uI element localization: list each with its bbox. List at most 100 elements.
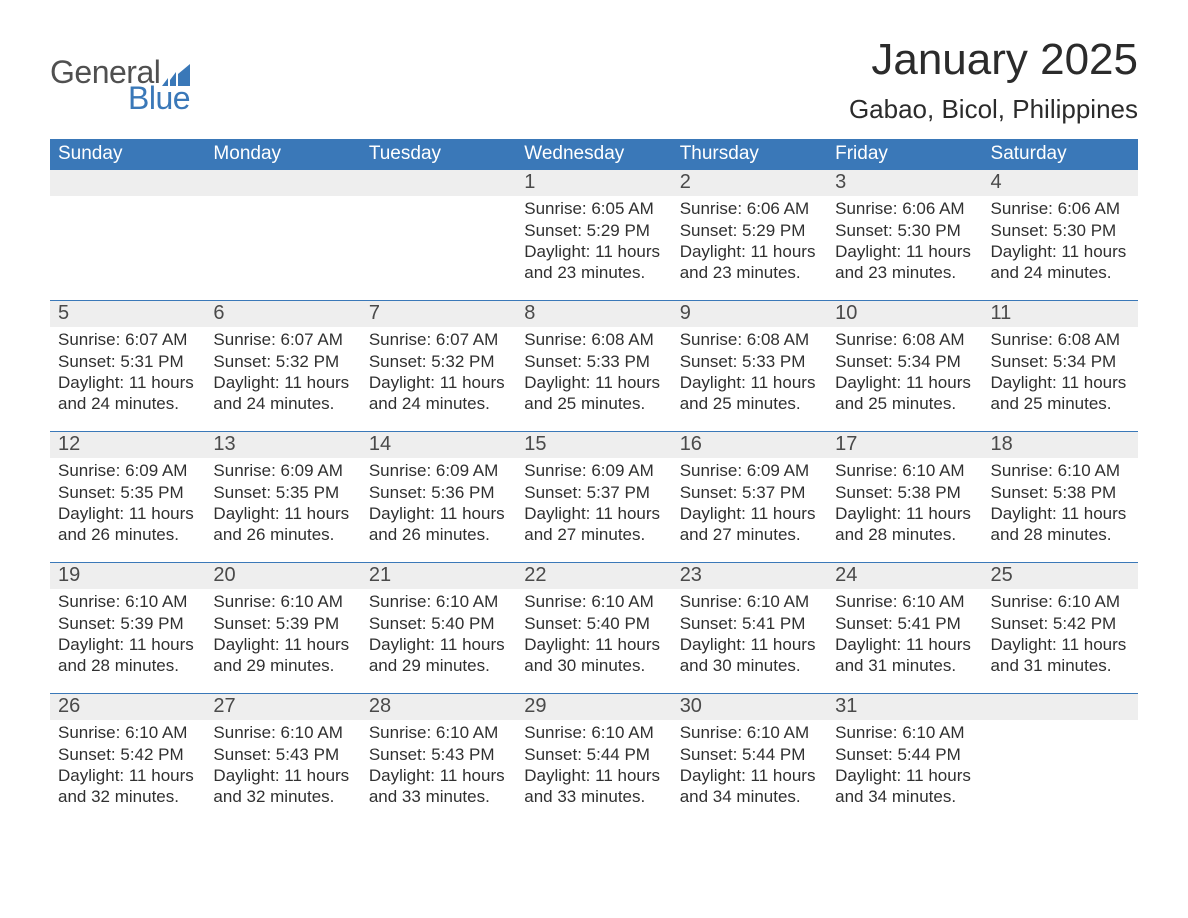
daylight-text: Daylight: 11 hours and 26 minutes. (213, 503, 352, 546)
day-body: Sunrise: 6:10 AMSunset: 5:40 PMDaylight:… (361, 589, 516, 682)
day-body: Sunrise: 6:06 AMSunset: 5:30 PMDaylight:… (827, 196, 982, 289)
daylight-text: Daylight: 11 hours and 33 minutes. (524, 765, 663, 808)
sunset-text: Sunset: 5:43 PM (213, 744, 352, 765)
sunset-text: Sunset: 5:30 PM (835, 220, 974, 241)
day-number (983, 694, 1138, 720)
sunrise-text: Sunrise: 6:10 AM (524, 591, 663, 612)
sunset-text: Sunset: 5:29 PM (680, 220, 819, 241)
sunrise-text: Sunrise: 6:08 AM (835, 329, 974, 350)
calendar-page: General Blue January 2025 Gabao, Bicol, … (0, 0, 1188, 918)
day-body: Sunrise: 6:08 AMSunset: 5:34 PMDaylight:… (827, 327, 982, 420)
day-number: 6 (205, 301, 360, 327)
day-body: Sunrise: 6:08 AMSunset: 5:33 PMDaylight:… (516, 327, 671, 420)
sunrise-text: Sunrise: 6:10 AM (835, 591, 974, 612)
day-cell: 15Sunrise: 6:09 AMSunset: 5:37 PMDayligh… (516, 432, 671, 562)
sunset-text: Sunset: 5:42 PM (58, 744, 197, 765)
sunset-text: Sunset: 5:38 PM (991, 482, 1130, 503)
daylight-text: Daylight: 11 hours and 23 minutes. (524, 241, 663, 284)
weekday-header-cell: Tuesday (361, 139, 516, 170)
day-body: Sunrise: 6:05 AMSunset: 5:29 PMDaylight:… (516, 196, 671, 289)
header: General Blue January 2025 Gabao, Bicol, … (50, 36, 1138, 125)
day-number: 31 (827, 694, 982, 720)
day-body: Sunrise: 6:06 AMSunset: 5:29 PMDaylight:… (672, 196, 827, 289)
week-row: 26Sunrise: 6:10 AMSunset: 5:42 PMDayligh… (50, 693, 1138, 813)
sunset-text: Sunset: 5:29 PM (524, 220, 663, 241)
sunset-text: Sunset: 5:40 PM (524, 613, 663, 634)
day-number: 10 (827, 301, 982, 327)
day-body: Sunrise: 6:10 AMSunset: 5:42 PMDaylight:… (50, 720, 205, 813)
day-cell: 4Sunrise: 6:06 AMSunset: 5:30 PMDaylight… (983, 170, 1138, 300)
day-body (983, 720, 1138, 728)
weeks-container: 1Sunrise: 6:05 AMSunset: 5:29 PMDaylight… (50, 170, 1138, 813)
sunset-text: Sunset: 5:32 PM (369, 351, 508, 372)
day-body: Sunrise: 6:08 AMSunset: 5:33 PMDaylight:… (672, 327, 827, 420)
sunrise-text: Sunrise: 6:10 AM (213, 722, 352, 743)
sunrise-text: Sunrise: 6:05 AM (524, 198, 663, 219)
daylight-text: Daylight: 11 hours and 24 minutes. (369, 372, 508, 415)
sunset-text: Sunset: 5:43 PM (369, 744, 508, 765)
sunrise-text: Sunrise: 6:10 AM (58, 722, 197, 743)
sunset-text: Sunset: 5:40 PM (369, 613, 508, 634)
day-number: 20 (205, 563, 360, 589)
daylight-text: Daylight: 11 hours and 26 minutes. (58, 503, 197, 546)
sunset-text: Sunset: 5:34 PM (835, 351, 974, 372)
day-body: Sunrise: 6:08 AMSunset: 5:34 PMDaylight:… (983, 327, 1138, 420)
sunset-text: Sunset: 5:39 PM (58, 613, 197, 634)
day-body: Sunrise: 6:10 AMSunset: 5:38 PMDaylight:… (983, 458, 1138, 551)
logo-chart-icon (162, 64, 190, 86)
day-body: Sunrise: 6:09 AMSunset: 5:35 PMDaylight:… (205, 458, 360, 551)
daylight-text: Daylight: 11 hours and 34 minutes. (835, 765, 974, 808)
sunrise-text: Sunrise: 6:10 AM (991, 591, 1130, 612)
day-body: Sunrise: 6:10 AMSunset: 5:42 PMDaylight:… (983, 589, 1138, 682)
sunset-text: Sunset: 5:30 PM (991, 220, 1130, 241)
day-cell: 13Sunrise: 6:09 AMSunset: 5:35 PMDayligh… (205, 432, 360, 562)
day-cell: 16Sunrise: 6:09 AMSunset: 5:37 PMDayligh… (672, 432, 827, 562)
day-cell (205, 170, 360, 300)
day-number: 2 (672, 170, 827, 196)
sunrise-text: Sunrise: 6:08 AM (680, 329, 819, 350)
sunrise-text: Sunrise: 6:07 AM (369, 329, 508, 350)
sunrise-text: Sunrise: 6:10 AM (524, 722, 663, 743)
day-number: 24 (827, 563, 982, 589)
day-cell (361, 170, 516, 300)
day-cell: 10Sunrise: 6:08 AMSunset: 5:34 PMDayligh… (827, 301, 982, 431)
daylight-text: Daylight: 11 hours and 28 minutes. (58, 634, 197, 677)
weekday-header-cell: Sunday (50, 139, 205, 170)
sunset-text: Sunset: 5:41 PM (835, 613, 974, 634)
day-number: 28 (361, 694, 516, 720)
daylight-text: Daylight: 11 hours and 28 minutes. (991, 503, 1130, 546)
day-number (50, 170, 205, 196)
sunrise-text: Sunrise: 6:09 AM (369, 460, 508, 481)
day-number: 16 (672, 432, 827, 458)
day-number: 13 (205, 432, 360, 458)
day-number: 1 (516, 170, 671, 196)
sunset-text: Sunset: 5:32 PM (213, 351, 352, 372)
day-cell: 17Sunrise: 6:10 AMSunset: 5:38 PMDayligh… (827, 432, 982, 562)
week-row: 12Sunrise: 6:09 AMSunset: 5:35 PMDayligh… (50, 431, 1138, 562)
day-cell (983, 694, 1138, 813)
day-number: 19 (50, 563, 205, 589)
sunset-text: Sunset: 5:44 PM (835, 744, 974, 765)
day-cell (50, 170, 205, 300)
daylight-text: Daylight: 11 hours and 32 minutes. (213, 765, 352, 808)
sunrise-text: Sunrise: 6:09 AM (680, 460, 819, 481)
weekday-header-cell: Monday (205, 139, 360, 170)
weekday-header-cell: Wednesday (516, 139, 671, 170)
day-cell: 23Sunrise: 6:10 AMSunset: 5:41 PMDayligh… (672, 563, 827, 693)
daylight-text: Daylight: 11 hours and 23 minutes. (835, 241, 974, 284)
sunset-text: Sunset: 5:31 PM (58, 351, 197, 372)
sunset-text: Sunset: 5:37 PM (524, 482, 663, 503)
day-number: 8 (516, 301, 671, 327)
day-cell: 6Sunrise: 6:07 AMSunset: 5:32 PMDaylight… (205, 301, 360, 431)
sunrise-text: Sunrise: 6:09 AM (58, 460, 197, 481)
sunrise-text: Sunrise: 6:08 AM (991, 329, 1130, 350)
day-body: Sunrise: 6:09 AMSunset: 5:37 PMDaylight:… (516, 458, 671, 551)
sunset-text: Sunset: 5:44 PM (524, 744, 663, 765)
day-body: Sunrise: 6:10 AMSunset: 5:39 PMDaylight:… (50, 589, 205, 682)
sunrise-text: Sunrise: 6:07 AM (213, 329, 352, 350)
day-body: Sunrise: 6:06 AMSunset: 5:30 PMDaylight:… (983, 196, 1138, 289)
day-cell: 28Sunrise: 6:10 AMSunset: 5:43 PMDayligh… (361, 694, 516, 813)
daylight-text: Daylight: 11 hours and 23 minutes. (680, 241, 819, 284)
calendar-grid: SundayMondayTuesdayWednesdayThursdayFrid… (50, 139, 1138, 813)
day-body: Sunrise: 6:09 AMSunset: 5:35 PMDaylight:… (50, 458, 205, 551)
